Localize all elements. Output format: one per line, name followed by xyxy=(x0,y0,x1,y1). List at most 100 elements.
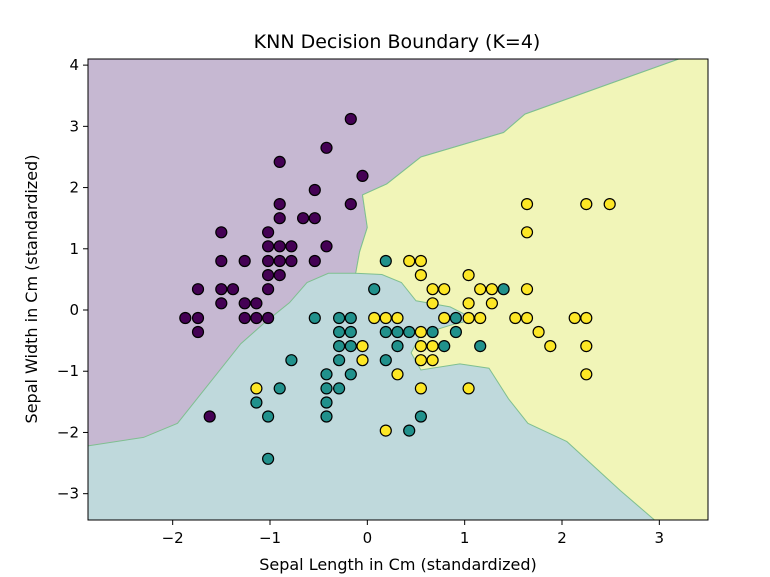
point-class-2 xyxy=(414,340,427,353)
point-class-1 xyxy=(414,410,427,423)
point-class-0 xyxy=(238,254,251,268)
point-class-1 xyxy=(379,354,392,367)
point-class-2 xyxy=(356,340,369,353)
point-class-0 xyxy=(250,297,263,310)
point-class-1 xyxy=(474,340,487,353)
point-class-2 xyxy=(250,382,263,395)
y-tick-label: −2 xyxy=(57,423,79,441)
point-class-2 xyxy=(580,340,593,353)
point-class-2 xyxy=(426,283,439,296)
point-class-1 xyxy=(438,340,451,353)
point-class-2 xyxy=(414,325,427,339)
point-class-2 xyxy=(403,254,416,268)
x-tick-label: 2 xyxy=(557,529,567,547)
point-class-0 xyxy=(226,283,240,296)
point-class-2 xyxy=(532,325,545,339)
point-class-0 xyxy=(215,297,228,310)
y-tick-label: 1 xyxy=(69,240,79,258)
point-class-0 xyxy=(262,240,275,253)
point-class-0 xyxy=(238,311,251,325)
point-class-1 xyxy=(344,368,357,381)
x-tick-label: 0 xyxy=(363,529,373,547)
point-class-2 xyxy=(462,382,475,395)
point-class-0 xyxy=(308,212,321,225)
point-class-2 xyxy=(426,340,439,353)
x-tick-label: 3 xyxy=(655,529,665,547)
point-class-1 xyxy=(333,382,346,395)
point-class-2 xyxy=(485,283,498,296)
point-class-0 xyxy=(262,283,275,296)
point-class-2 xyxy=(485,297,498,310)
point-class-0 xyxy=(262,226,275,239)
point-class-1 xyxy=(403,424,416,437)
point-class-0 xyxy=(320,141,333,154)
point-class-2 xyxy=(580,368,593,381)
point-class-0 xyxy=(273,198,286,211)
point-class-1 xyxy=(344,340,357,353)
y-axis-ticks: −3 −2 −1 0 1 2 3 4 xyxy=(57,56,88,503)
point-class-1 xyxy=(262,452,275,465)
y-tick-label: 3 xyxy=(69,117,79,135)
point-class-2 xyxy=(520,283,534,296)
point-class-0 xyxy=(191,325,205,339)
point-class-2 xyxy=(520,226,534,239)
point-class-0 xyxy=(273,155,286,168)
point-class-1 xyxy=(333,354,346,367)
y-tick-label: 4 xyxy=(69,56,79,74)
point-class-2 xyxy=(414,269,427,282)
point-class-2 xyxy=(474,311,487,325)
point-class-2 xyxy=(438,283,451,296)
scatter-points xyxy=(179,112,616,465)
y-axis-label: Sepal Width in Cm (standardized) xyxy=(22,155,41,424)
point-class-1 xyxy=(262,410,275,423)
point-class-2 xyxy=(462,297,475,310)
point-class-0 xyxy=(308,254,321,268)
x-tick-label: 1 xyxy=(460,529,470,547)
point-class-0 xyxy=(215,283,228,296)
point-class-0 xyxy=(179,311,192,325)
point-class-1 xyxy=(426,325,439,339)
y-tick-label: 0 xyxy=(69,301,79,319)
point-class-0 xyxy=(238,297,251,310)
point-class-1 xyxy=(344,325,357,339)
point-class-0 xyxy=(262,311,275,325)
x-axis-label: Sepal Length in Cm (standardized) xyxy=(259,555,537,574)
point-class-2 xyxy=(603,198,616,211)
point-class-0 xyxy=(215,226,228,239)
point-class-2 xyxy=(462,269,475,282)
point-class-1 xyxy=(333,340,346,353)
point-class-0 xyxy=(320,240,333,253)
point-class-1 xyxy=(250,396,263,409)
point-class-1 xyxy=(379,325,392,339)
point-class-1 xyxy=(391,340,404,353)
point-class-1 xyxy=(391,325,404,339)
point-class-0 xyxy=(262,254,275,268)
point-class-0 xyxy=(273,240,286,253)
chart-title: KNN Decision Boundary (K=4) xyxy=(254,31,541,53)
point-class-0 xyxy=(203,410,216,423)
x-axis-ticks: −2 −1 0 1 2 3 xyxy=(162,520,664,547)
point-class-2 xyxy=(414,382,427,395)
y-tick-label: 2 xyxy=(69,179,79,197)
point-class-1 xyxy=(320,382,333,395)
point-class-1 xyxy=(320,396,333,409)
point-class-1 xyxy=(333,311,346,325)
point-class-2 xyxy=(520,311,534,325)
point-class-0 xyxy=(344,112,357,126)
point-class-2 xyxy=(509,311,522,325)
point-class-0 xyxy=(273,269,286,282)
point-class-1 xyxy=(308,311,321,325)
point-class-0 xyxy=(297,212,310,225)
y-tick-label: −3 xyxy=(57,485,79,503)
point-class-0 xyxy=(191,311,205,325)
point-class-2 xyxy=(520,198,534,211)
point-class-2 xyxy=(379,311,392,325)
point-class-1 xyxy=(449,325,462,339)
point-class-0 xyxy=(273,254,286,268)
point-class-1 xyxy=(320,410,333,423)
point-class-0 xyxy=(344,198,357,211)
point-class-2 xyxy=(368,311,381,325)
point-class-1 xyxy=(273,382,286,395)
point-class-0 xyxy=(273,212,286,225)
